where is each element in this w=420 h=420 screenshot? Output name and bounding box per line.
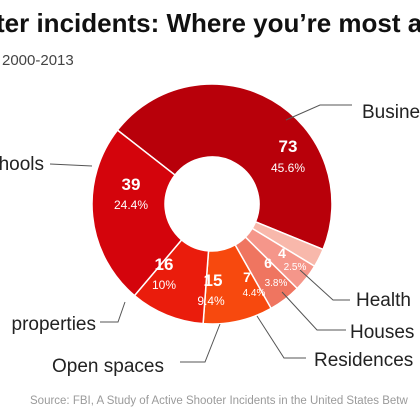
callout-line bbox=[285, 104, 352, 121]
slice-value-label: 6 bbox=[264, 255, 272, 271]
category-label: hools bbox=[0, 154, 44, 175]
slice-value-label: 73 bbox=[279, 137, 298, 156]
slice-percent-label: 2.5% bbox=[284, 262, 307, 273]
category-label: Residences bbox=[314, 350, 413, 371]
category-label: Busine bbox=[362, 102, 420, 123]
slice-value-label: 39 bbox=[122, 175, 141, 194]
slice-value-label: 16 bbox=[155, 255, 174, 274]
chart-title: ter incidents: Where you’re most at bbox=[0, 8, 420, 38]
category-label: Open spaces bbox=[52, 356, 164, 377]
slice-value-label: 7 bbox=[243, 269, 251, 285]
category-label: Health bbox=[356, 290, 411, 311]
callout-line bbox=[49, 163, 93, 167]
slice-percent-label: 45.6% bbox=[271, 161, 305, 175]
callout-line bbox=[281, 291, 346, 331]
chart-subtitle: 2000-2013 bbox=[2, 52, 74, 69]
slice-percent-label: 10% bbox=[152, 278, 176, 292]
slice-percent-label: 24.4% bbox=[114, 198, 148, 212]
slice-value-label: 15 bbox=[204, 271, 223, 290]
slice-percent-label: 4.4% bbox=[243, 288, 266, 299]
slice-percent-label: 3.8% bbox=[265, 278, 288, 289]
source-note: Source: FBI, A Study of Active Shooter I… bbox=[30, 395, 408, 407]
category-label: Houses bbox=[350, 322, 414, 343]
slice-value-label: 4 bbox=[278, 245, 286, 261]
slice-percent-label: 9.4% bbox=[197, 294, 225, 308]
callout-line bbox=[299, 269, 350, 301]
donut-hole bbox=[165, 157, 259, 251]
callout-line bbox=[256, 315, 306, 359]
category-label: properties bbox=[12, 314, 97, 335]
callout-line bbox=[100, 301, 126, 323]
callout-line bbox=[180, 323, 221, 363]
